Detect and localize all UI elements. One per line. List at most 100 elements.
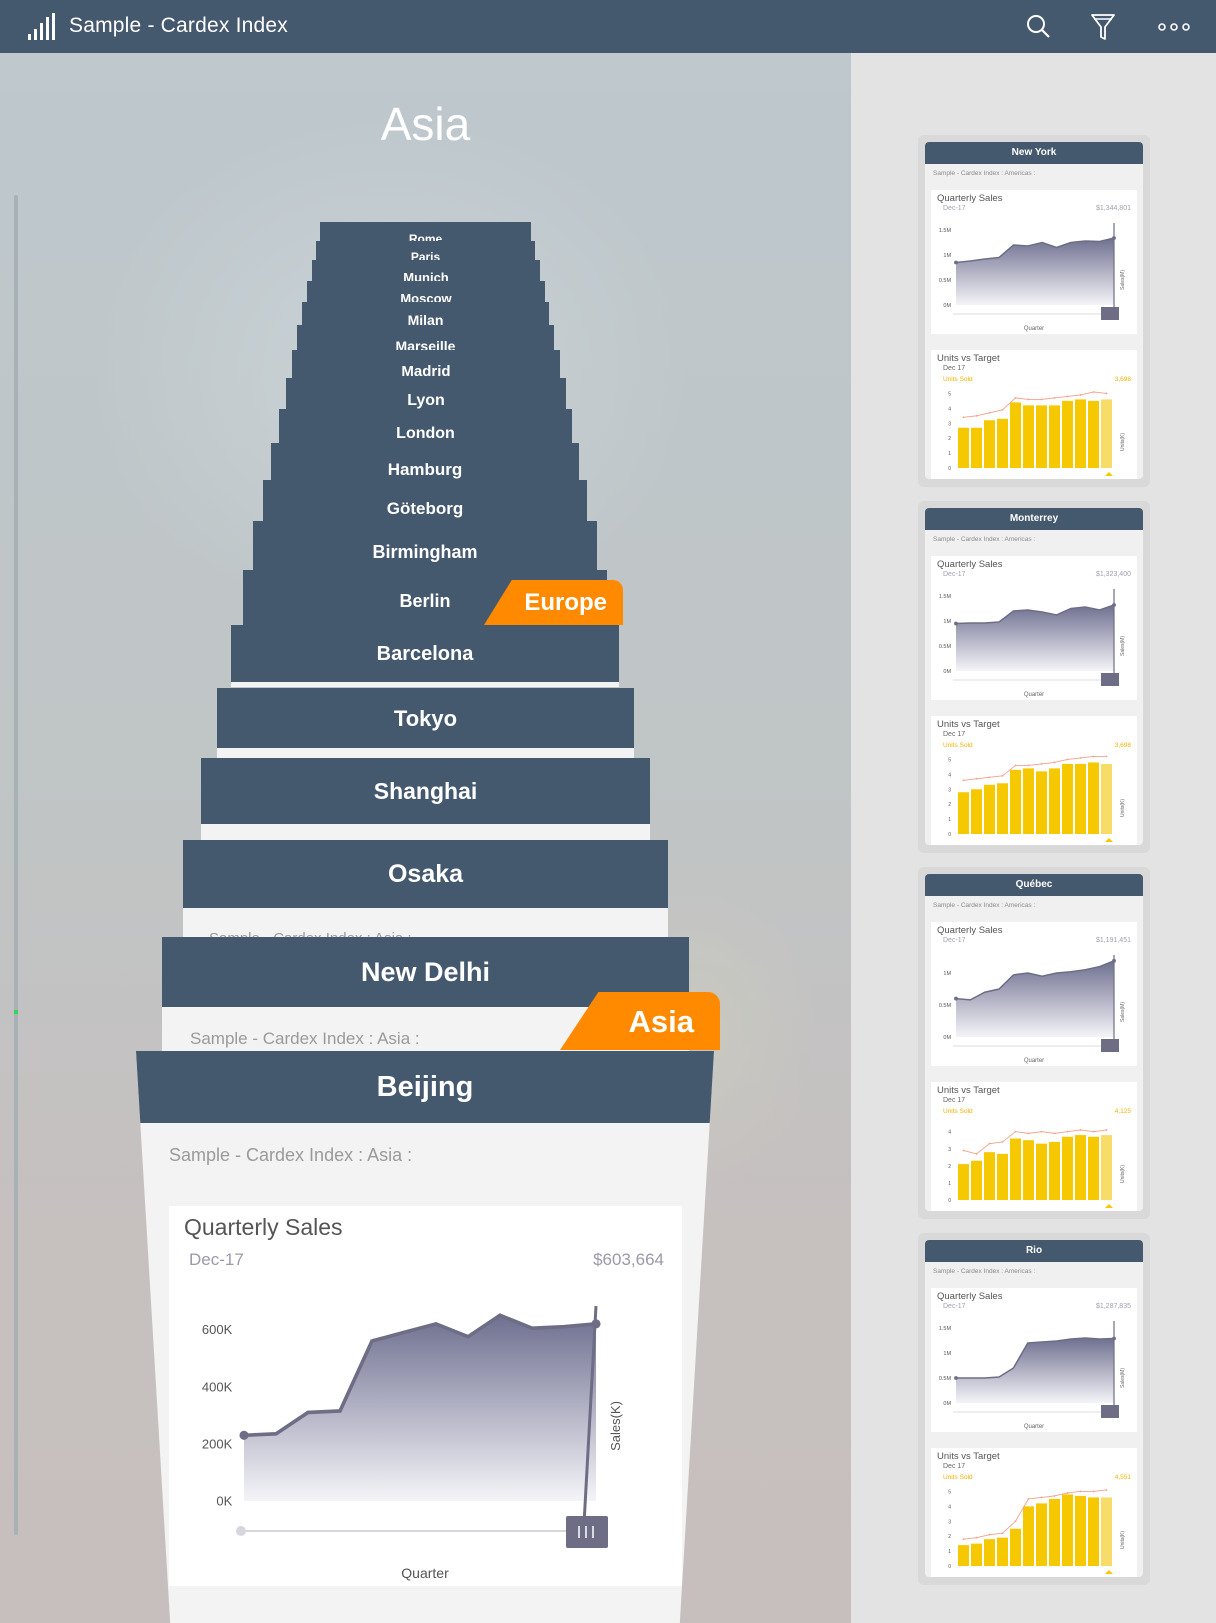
units-bar bbox=[1088, 1136, 1099, 1200]
card-munich[interactable]: Munich bbox=[312, 260, 540, 283]
sales-area bbox=[956, 605, 1114, 671]
selection-marker bbox=[1105, 472, 1113, 476]
card-rome[interactable]: Rome bbox=[320, 222, 531, 244]
card-title: Madrid bbox=[292, 350, 560, 380]
target-point bbox=[1027, 1132, 1030, 1135]
card-lyon[interactable]: Lyon bbox=[286, 378, 566, 411]
sales-line bbox=[955, 604, 1115, 625]
mini-units-title: Units vs Target bbox=[937, 1085, 1000, 1096]
y-tick-label: 0 bbox=[948, 1198, 951, 1204]
target-point bbox=[962, 1538, 965, 1541]
units-bar bbox=[1036, 405, 1047, 468]
mini-units-legend: Units Sold bbox=[943, 376, 973, 383]
units-bar bbox=[997, 418, 1008, 468]
units-bar bbox=[1088, 400, 1099, 468]
units-bar bbox=[1088, 1497, 1099, 1566]
card-osaka[interactable]: Osaka Sample - Cardex Index : Asia : bbox=[183, 840, 668, 940]
mini-units-date: Dec 17 bbox=[943, 1097, 966, 1104]
mini-units-panel[interactable]: 0 1 2 3 4 5 Units(K) Units vs Target Dec 17 Un… bbox=[931, 350, 1137, 479]
units-bar bbox=[1101, 763, 1112, 834]
card-title: London bbox=[279, 409, 572, 445]
y-tick-label: 2 bbox=[948, 1534, 951, 1540]
target-point bbox=[1040, 1130, 1043, 1133]
quarterly-sales-chart[interactable]: 0K 200K 400K 600K Quarter Sales(K) bbox=[169, 1206, 682, 1586]
sales-area bbox=[956, 1338, 1114, 1403]
units-bar bbox=[1075, 1495, 1086, 1566]
mini-sales-panel[interactable]: 0M 0.5M 1M 1.5M Quarter Sales(M) Quarterly Sa… bbox=[931, 1288, 1137, 1432]
y-tick-label: 0 bbox=[948, 466, 951, 472]
overview-card-subtitle: Sample - Cardex Index : Americas : bbox=[933, 1268, 1036, 1275]
card-beijing[interactable]: Beijing Sample - Cardex Index : Asia : 0… bbox=[136, 1051, 714, 1623]
card-hamburg[interactable]: Hamburg bbox=[271, 443, 579, 483]
quarterly-sales-panel[interactable]: 0K 200K 400K 600K Quarter Sales(K) Quarterly … bbox=[169, 1206, 682, 1586]
card-barcelona[interactable]: Barcelona bbox=[231, 625, 619, 687]
sales-line bbox=[956, 1337, 1115, 1379]
mini-units-panel[interactable]: 0 1 2 3 4 5 Units(K) Units vs Target Dec 17 Un… bbox=[931, 716, 1137, 845]
panel-date: Dec-17 bbox=[189, 1250, 244, 1269]
card-title: Marseille bbox=[297, 325, 554, 352]
target-point bbox=[1040, 1496, 1043, 1499]
mini-sales-date: Dec-17 bbox=[943, 1303, 966, 1310]
target-point bbox=[988, 1533, 991, 1536]
units-bar bbox=[997, 1537, 1008, 1566]
overview-card[interactable]: Rio Sample - Cardex Index : Americas : 0… bbox=[918, 1233, 1150, 1585]
units-bar bbox=[1088, 762, 1099, 834]
target-point bbox=[1014, 764, 1017, 767]
x-axis-label: Quarter bbox=[1024, 1424, 1044, 1430]
more-icon[interactable] bbox=[1157, 10, 1191, 44]
card-madrid[interactable]: Madrid bbox=[292, 350, 560, 380]
y-axis-label: Sales(M) bbox=[1120, 636, 1126, 656]
target-point bbox=[1066, 1130, 1069, 1133]
units-bar bbox=[1010, 1528, 1021, 1566]
mini-sales-panel[interactable]: 0M 0.5M 1M 1.5M Quarter Sales(M) Quarterly Sa… bbox=[931, 190, 1137, 334]
y-tick-label: 0.5M bbox=[939, 278, 952, 284]
units-bar bbox=[1036, 1143, 1047, 1200]
range-start-handle bbox=[236, 1526, 246, 1536]
sales-area bbox=[956, 960, 1114, 1037]
mini-sales-title: Quarterly Sales bbox=[937, 1291, 1003, 1302]
app-bars-icon[interactable] bbox=[26, 12, 56, 42]
y-tick-label: 5 bbox=[948, 1489, 951, 1495]
card-subtitle: Sample - Cardex Index : Asia : bbox=[169, 1145, 413, 1165]
mini-units-chart: 0 1 2 3 4 5 Units(K) bbox=[948, 755, 1126, 842]
card-marseille[interactable]: Marseille bbox=[297, 325, 554, 352]
target-point bbox=[1066, 395, 1069, 398]
units-bar bbox=[1049, 1498, 1060, 1566]
mini-units-date: Dec 17 bbox=[943, 365, 966, 372]
x-axis-label: Quarter bbox=[401, 1565, 449, 1581]
card-moscow[interactable]: Moscow bbox=[307, 281, 545, 304]
card-london[interactable]: London bbox=[279, 409, 572, 445]
y-axis-label: Sales(M) bbox=[1120, 1002, 1126, 1022]
overview-card[interactable]: New York Sample - Cardex Index : America… bbox=[918, 135, 1150, 487]
y-axis-label: Units(K) bbox=[1120, 1165, 1126, 1183]
y-tick-label: 3 bbox=[948, 1147, 951, 1153]
card-shanghai[interactable]: Shanghai bbox=[201, 758, 650, 843]
range-end-handle bbox=[1101, 1405, 1119, 1418]
target-point bbox=[988, 1142, 991, 1145]
card-milan[interactable]: Milan bbox=[302, 302, 549, 326]
card-tokyo[interactable]: Tokyo bbox=[217, 688, 634, 760]
mini-sales-panel[interactable]: 0M 0.5M 1M Quarter Sales(M) Quarterly Sales … bbox=[931, 922, 1137, 1066]
target-point bbox=[962, 779, 965, 782]
units-bar bbox=[971, 1543, 982, 1566]
filter-icon[interactable] bbox=[1086, 10, 1120, 44]
card-birmingham[interactable]: Birmingham bbox=[253, 521, 597, 571]
search-icon[interactable] bbox=[1021, 10, 1055, 44]
card-paris[interactable]: Paris bbox=[316, 241, 535, 263]
units-bar bbox=[1101, 1497, 1112, 1566]
target-point bbox=[1066, 1492, 1069, 1494]
card-goteborg[interactable]: Göteborg bbox=[263, 480, 587, 524]
scrollbar[interactable] bbox=[14, 195, 18, 1535]
y-tick-label: 0M bbox=[943, 669, 951, 675]
target-point bbox=[1105, 1489, 1108, 1491]
mini-units-panel[interactable]: 0 1 2 3 4 Units(K) Units vs Target Dec 17 Uni… bbox=[931, 1082, 1137, 1211]
units-bar bbox=[997, 1153, 1008, 1200]
overview-card[interactable]: Monterrey Sample - Cardex Index : Americ… bbox=[918, 501, 1150, 853]
y-tick-label: 3 bbox=[948, 1519, 951, 1525]
mini-units-panel[interactable]: 0 1 2 3 4 5 Units(K) Units vs Target Dec 17 Un… bbox=[931, 1448, 1137, 1577]
mini-sales-panel[interactable]: 0M 0.5M 1M 1.5M Quarter Sales(M) Quarterly Sa… bbox=[931, 556, 1137, 700]
sales-line bbox=[955, 237, 1115, 264]
overview-card[interactable]: Québec Sample - Cardex Index : Americas … bbox=[918, 867, 1150, 1219]
y-tick-label: 600K bbox=[202, 1322, 233, 1337]
target-point bbox=[1079, 757, 1082, 759]
